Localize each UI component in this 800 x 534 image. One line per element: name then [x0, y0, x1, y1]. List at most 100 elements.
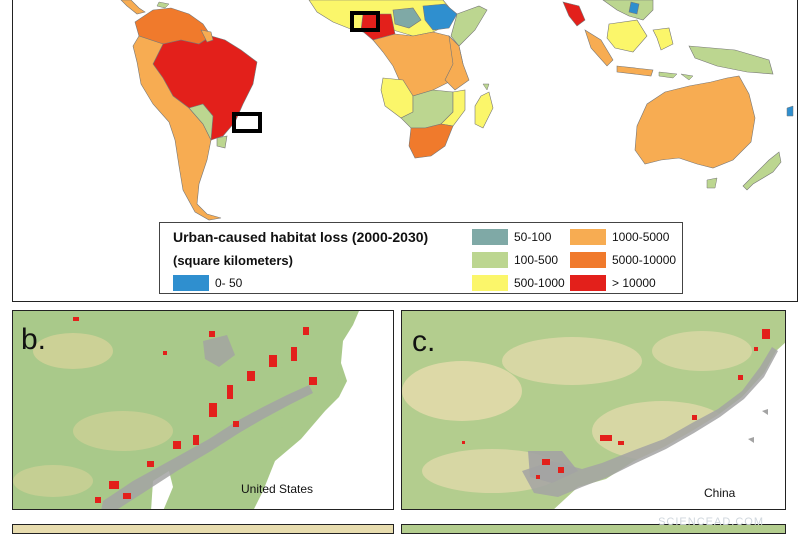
kenya-tanzania [444, 35, 470, 91]
new-guinea [688, 45, 774, 75]
loss-cluster [542, 459, 550, 465]
map-legend: Urban-caused habitat loss (2000-2030) (s… [159, 222, 683, 294]
loss-cluster [193, 435, 199, 445]
legend-label: 0- 50 [215, 276, 243, 290]
loss-cluster [209, 331, 215, 337]
ethiopia [422, 3, 458, 31]
legend-swatch [472, 229, 508, 245]
timor-islands [658, 71, 694, 81]
pearl-river-delta [528, 451, 578, 483]
farmland-patch [33, 333, 113, 369]
loss-cluster [291, 347, 297, 361]
panel-china: c. China [401, 310, 786, 510]
habitat-loss-clusters [462, 329, 770, 479]
legend-swatch [570, 275, 606, 291]
loss-cluster [536, 475, 540, 479]
sumatra [584, 29, 614, 67]
loss-cluster [309, 377, 317, 385]
somalia [450, 5, 488, 47]
south-china-sea [554, 342, 785, 509]
china-landcover-map [402, 329, 785, 509]
legend-swatch [570, 252, 606, 268]
guyana [200, 29, 214, 43]
pacific-islands [786, 105, 794, 117]
panel-partial-left [12, 524, 394, 534]
legend-label: 500-1000 [514, 276, 565, 290]
legend-swatch [570, 229, 606, 245]
panel-united-states: b. United States [12, 310, 394, 510]
paraguay [188, 103, 214, 142]
java [616, 65, 654, 77]
urban-patch [203, 335, 235, 367]
southeast-asia [602, 0, 654, 21]
loss-cluster [558, 467, 564, 473]
world-map-panel: Urban-caused habitat loss (2000-2030) (s… [12, 0, 798, 302]
habitat-loss-clusters [73, 317, 317, 503]
urban-corridor [101, 385, 313, 509]
cropland-patch [402, 361, 522, 421]
sahel-teal [392, 7, 422, 29]
farmland-patch [73, 411, 173, 451]
loss-cluster [173, 441, 181, 449]
cropland-patch [422, 449, 562, 493]
legend-label: 5000-10000 [612, 253, 677, 267]
loss-cluster [754, 347, 758, 351]
panel-letter-b: b. [21, 323, 47, 356]
loss-cluster [233, 421, 239, 427]
sulawesi [652, 27, 674, 51]
loss-cluster [762, 329, 770, 339]
nigeria-highlight-box [350, 11, 380, 32]
cropland-patch [502, 337, 642, 385]
loss-cluster [227, 385, 233, 399]
loss-cluster [73, 317, 79, 321]
watermark: SCIENCEAD.COM [658, 516, 764, 528]
loss-cluster [738, 375, 743, 380]
loss-cluster [269, 355, 277, 367]
loss-cluster [123, 493, 131, 499]
central-america [120, 0, 146, 15]
legend-swatch [472, 252, 508, 268]
vietnam-malaysia [562, 1, 586, 27]
cropland-patch [652, 331, 752, 371]
uruguay [216, 135, 228, 149]
atlantic-ocean [254, 311, 393, 509]
loss-cluster [209, 403, 217, 417]
loss-cluster [462, 441, 465, 444]
loss-cluster [303, 327, 309, 335]
loss-cluster [109, 481, 119, 489]
legend-swatch [472, 275, 508, 291]
tasmania [706, 177, 718, 189]
loss-cluster [600, 435, 612, 441]
loss-cluster [95, 497, 101, 503]
borneo [606, 19, 648, 53]
legend-label: 100-500 [514, 253, 559, 267]
andes-west-coast [132, 35, 222, 221]
long-island [245, 407, 325, 435]
east-africa-small [482, 83, 490, 91]
coastal-islands [748, 409, 768, 443]
loss-cluster [247, 371, 255, 381]
philippines [628, 1, 640, 15]
farmland-patch [13, 465, 93, 497]
legend-swatch [173, 275, 209, 291]
australia [634, 75, 756, 169]
madagascar [474, 91, 494, 129]
legend-title: Urban-caused habitat loss (2000-2030) [173, 229, 429, 245]
south-africa [408, 123, 454, 159]
loss-cluster [163, 351, 167, 355]
us-landcover-map [13, 311, 393, 509]
legend-label: 1000-5000 [612, 230, 670, 244]
new-zealand [742, 151, 782, 191]
cape-cod [313, 371, 339, 401]
loss-cluster [147, 461, 154, 467]
urban-coast [522, 347, 778, 497]
panel-caption-china: China [704, 486, 736, 500]
brazil-highlight-box [232, 112, 262, 133]
panel-letter-c: c. [412, 325, 436, 358]
legend-label: > 10000 [612, 276, 656, 290]
legend-subtitle: (square kilometers) [173, 253, 293, 268]
world-map [120, 0, 794, 221]
loss-cluster [618, 441, 624, 445]
loss-cluster [692, 415, 697, 420]
panel-caption-united-states: United States [241, 482, 314, 496]
